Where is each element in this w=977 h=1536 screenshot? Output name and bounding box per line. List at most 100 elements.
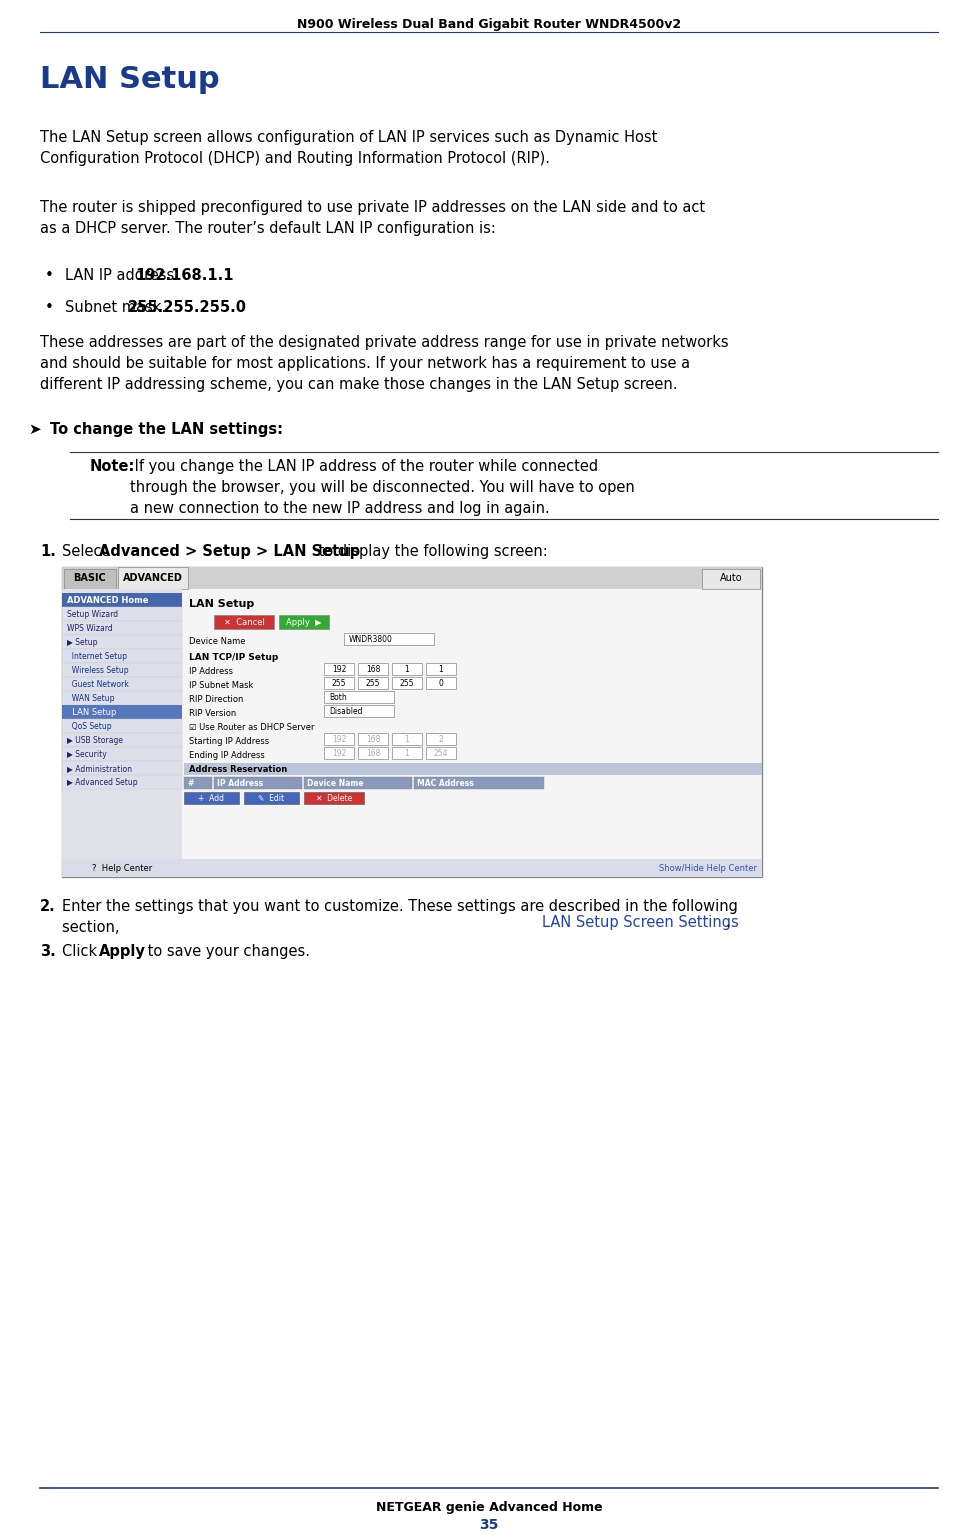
Text: 254: 254: [434, 748, 447, 757]
Bar: [214, 777, 302, 790]
Bar: [358, 677, 388, 690]
Bar: [118, 567, 188, 590]
Bar: [62, 593, 182, 607]
Text: If you change the LAN IP address of the router while connected
through the brows: If you change the LAN IP address of the …: [130, 459, 634, 516]
Text: 1: 1: [404, 734, 409, 743]
Text: Auto: Auto: [719, 573, 742, 584]
Text: 255: 255: [400, 679, 414, 688]
Bar: [62, 762, 182, 776]
Text: Internet Setup: Internet Setup: [67, 651, 127, 660]
Bar: [184, 763, 761, 776]
Bar: [62, 691, 182, 705]
Text: Wireless Setup: Wireless Setup: [67, 665, 129, 674]
Text: LAN TCP/IP Setup: LAN TCP/IP Setup: [189, 653, 278, 662]
Bar: [701, 570, 759, 590]
Bar: [184, 777, 212, 790]
Text: 255: 255: [365, 679, 380, 688]
Text: Ending IP Address: Ending IP Address: [189, 751, 265, 760]
Bar: [62, 705, 182, 719]
Bar: [62, 859, 761, 877]
Text: 192: 192: [331, 665, 346, 674]
Text: ?  Help Center: ? Help Center: [92, 863, 152, 872]
Text: ▶ USB Storage: ▶ USB Storage: [67, 736, 123, 745]
Text: Device Name: Device Name: [307, 779, 363, 788]
Text: to save your changes.: to save your changes.: [143, 945, 310, 958]
Text: IP Subnet Mask: IP Subnet Mask: [189, 680, 253, 690]
Text: The router is shipped preconfigured to use private IP addresses on the LAN side : The router is shipped preconfigured to u…: [40, 200, 704, 237]
Bar: [392, 746, 421, 759]
Bar: [62, 590, 182, 877]
Text: QoS Setup: QoS Setup: [67, 722, 111, 731]
Text: 1: 1: [404, 748, 409, 757]
Text: 1: 1: [438, 665, 443, 674]
Bar: [426, 746, 455, 759]
Text: 255.255.255.0: 255.255.255.0: [128, 300, 247, 315]
Text: Address Reservation: Address Reservation: [189, 765, 287, 774]
Text: ▶ Setup: ▶ Setup: [67, 637, 98, 647]
Bar: [62, 776, 182, 790]
Text: Show/Hide Help Center: Show/Hide Help Center: [658, 863, 756, 872]
Text: •: •: [45, 300, 54, 315]
Text: +  Add: + Add: [198, 794, 225, 803]
Bar: [62, 650, 182, 664]
Text: Guest Network: Guest Network: [67, 680, 129, 688]
Text: 1.: 1.: [40, 544, 56, 559]
Bar: [62, 719, 182, 733]
Bar: [358, 746, 388, 759]
Text: 35: 35: [479, 1519, 498, 1533]
Text: ▶ Administration: ▶ Administration: [67, 763, 132, 773]
Bar: [304, 793, 363, 805]
Text: IP Address: IP Address: [217, 779, 263, 788]
Bar: [323, 733, 354, 745]
Bar: [184, 793, 238, 805]
Bar: [62, 636, 182, 650]
Text: BASIC: BASIC: [73, 573, 106, 584]
Text: IP Address: IP Address: [189, 667, 233, 676]
Bar: [392, 677, 421, 690]
Text: NETGEAR genie Advanced Home: NETGEAR genie Advanced Home: [375, 1501, 602, 1514]
Text: 0: 0: [438, 679, 443, 688]
Text: Note:: Note:: [90, 459, 135, 475]
Text: 1: 1: [404, 665, 409, 674]
Text: LAN Setup: LAN Setup: [40, 65, 220, 94]
Text: RIP Direction: RIP Direction: [189, 694, 243, 703]
Text: Apply: Apply: [99, 945, 146, 958]
Text: 3.: 3.: [40, 945, 56, 958]
Text: LAN IP address.: LAN IP address.: [64, 267, 184, 283]
Text: Click: Click: [62, 945, 102, 958]
Text: These addresses are part of the designated private address range for use in priv: These addresses are part of the designat…: [40, 335, 728, 392]
Bar: [426, 733, 455, 745]
Text: Setup Wizard: Setup Wizard: [67, 610, 118, 619]
Bar: [323, 691, 394, 703]
Text: LAN Setup Screen Settings: LAN Setup Screen Settings: [541, 915, 738, 929]
Text: 168: 168: [365, 665, 380, 674]
Text: ✕  Delete: ✕ Delete: [316, 794, 352, 803]
Text: ✕  Cancel: ✕ Cancel: [224, 617, 264, 627]
Text: 192: 192: [331, 734, 346, 743]
Bar: [62, 622, 182, 636]
Text: WAN Setup: WAN Setup: [67, 694, 114, 703]
Text: ▶ Advanced Setup: ▶ Advanced Setup: [67, 777, 138, 786]
Bar: [426, 677, 455, 690]
Text: ➤: ➤: [28, 421, 41, 436]
Text: 192.168.1.1: 192.168.1.1: [135, 267, 234, 283]
Text: #: #: [187, 779, 193, 788]
Text: ✎  Edit: ✎ Edit: [258, 794, 284, 803]
Text: Both: Both: [328, 693, 347, 702]
Text: Disabled: Disabled: [328, 707, 362, 716]
Text: LAN Setup: LAN Setup: [189, 599, 254, 610]
Text: LAN Setup: LAN Setup: [67, 708, 116, 717]
Bar: [62, 664, 182, 677]
Text: To change the LAN settings:: To change the LAN settings:: [50, 421, 282, 436]
Text: .: .: [724, 915, 729, 929]
Bar: [426, 664, 455, 676]
Bar: [344, 633, 434, 645]
Text: Starting IP Address: Starting IP Address: [189, 737, 269, 745]
Bar: [392, 733, 421, 745]
Bar: [323, 705, 394, 717]
Bar: [304, 777, 411, 790]
Bar: [62, 677, 182, 691]
Text: Device Name: Device Name: [189, 637, 245, 645]
Bar: [323, 746, 354, 759]
Bar: [358, 733, 388, 745]
